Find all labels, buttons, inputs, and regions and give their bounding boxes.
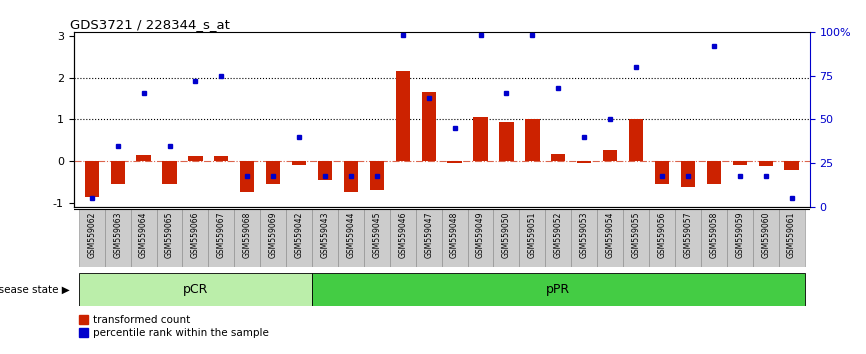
- Bar: [111, 161, 125, 184]
- Bar: [468, 209, 494, 267]
- Bar: [500, 121, 514, 161]
- Bar: [753, 209, 779, 267]
- Bar: [312, 209, 338, 267]
- Bar: [733, 161, 746, 165]
- Bar: [416, 209, 442, 267]
- Bar: [779, 209, 805, 267]
- Text: GSM559049: GSM559049: [476, 211, 485, 258]
- Text: GSM559043: GSM559043: [320, 211, 330, 258]
- Text: disease state ▶: disease state ▶: [0, 284, 69, 295]
- Bar: [727, 209, 753, 267]
- Bar: [785, 161, 798, 170]
- Bar: [312, 273, 805, 306]
- Bar: [422, 92, 436, 161]
- Text: GSM559052: GSM559052: [553, 211, 563, 258]
- Legend: transformed count, percentile rank within the sample: transformed count, percentile rank withi…: [79, 315, 269, 338]
- Bar: [79, 273, 312, 306]
- Text: GSM559046: GSM559046: [398, 211, 407, 258]
- Text: GSM559069: GSM559069: [268, 211, 278, 258]
- Text: GSM559059: GSM559059: [735, 211, 744, 258]
- Bar: [370, 161, 384, 190]
- Bar: [572, 209, 598, 267]
- Bar: [494, 209, 520, 267]
- Bar: [675, 209, 701, 267]
- Text: GSM559042: GSM559042: [294, 211, 304, 258]
- Bar: [526, 120, 540, 161]
- Text: GSM559060: GSM559060: [761, 211, 770, 258]
- Text: GSM559048: GSM559048: [450, 211, 459, 258]
- Bar: [344, 161, 358, 193]
- Bar: [85, 161, 99, 197]
- Bar: [286, 209, 312, 267]
- Text: GSM559051: GSM559051: [528, 211, 537, 258]
- Bar: [292, 161, 307, 165]
- Bar: [214, 156, 229, 161]
- Bar: [442, 209, 468, 267]
- Bar: [157, 209, 183, 267]
- Text: GSM559056: GSM559056: [657, 211, 667, 258]
- Text: GSM559054: GSM559054: [605, 211, 615, 258]
- Text: pPR: pPR: [546, 283, 571, 296]
- Text: GSM559045: GSM559045: [372, 211, 381, 258]
- Bar: [188, 156, 203, 161]
- Bar: [681, 161, 695, 187]
- Bar: [163, 161, 177, 184]
- Text: GSM559058: GSM559058: [709, 211, 718, 258]
- Text: GSM559061: GSM559061: [787, 211, 796, 258]
- Bar: [655, 161, 669, 184]
- Bar: [629, 120, 643, 161]
- Bar: [318, 161, 333, 180]
- Text: GSM559064: GSM559064: [139, 211, 148, 258]
- Bar: [598, 209, 624, 267]
- Text: GSM559063: GSM559063: [113, 211, 122, 258]
- Bar: [546, 209, 572, 267]
- Bar: [79, 209, 105, 267]
- Bar: [474, 118, 488, 161]
- Bar: [338, 209, 364, 267]
- Bar: [364, 209, 390, 267]
- Bar: [390, 209, 416, 267]
- Bar: [551, 154, 565, 161]
- Bar: [235, 209, 260, 267]
- Text: GSM559044: GSM559044: [346, 211, 355, 258]
- Text: pCR: pCR: [183, 283, 208, 296]
- Text: GSM559050: GSM559050: [502, 211, 511, 258]
- Text: GSM559055: GSM559055: [631, 211, 641, 258]
- Bar: [396, 72, 410, 161]
- Bar: [624, 209, 649, 267]
- Bar: [649, 209, 675, 267]
- Bar: [520, 209, 546, 267]
- Bar: [603, 149, 617, 161]
- Bar: [105, 209, 131, 267]
- Text: GSM559047: GSM559047: [424, 211, 433, 258]
- Bar: [137, 155, 151, 161]
- Bar: [131, 209, 157, 267]
- Text: GSM559068: GSM559068: [242, 211, 252, 258]
- Text: GSM559065: GSM559065: [165, 211, 174, 258]
- Bar: [260, 209, 286, 267]
- Text: GSM559062: GSM559062: [87, 211, 96, 258]
- Bar: [183, 209, 209, 267]
- Text: GSM559057: GSM559057: [683, 211, 693, 258]
- Bar: [266, 161, 281, 184]
- Text: GSM559067: GSM559067: [216, 211, 226, 258]
- Bar: [701, 209, 727, 267]
- Bar: [448, 161, 462, 163]
- Text: GDS3721 / 228344_s_at: GDS3721 / 228344_s_at: [70, 18, 229, 31]
- Bar: [759, 161, 772, 166]
- Bar: [577, 161, 591, 163]
- Bar: [707, 161, 721, 184]
- Bar: [209, 209, 235, 267]
- Bar: [240, 161, 255, 193]
- Text: GSM559053: GSM559053: [579, 211, 589, 258]
- Text: GSM559066: GSM559066: [191, 211, 200, 258]
